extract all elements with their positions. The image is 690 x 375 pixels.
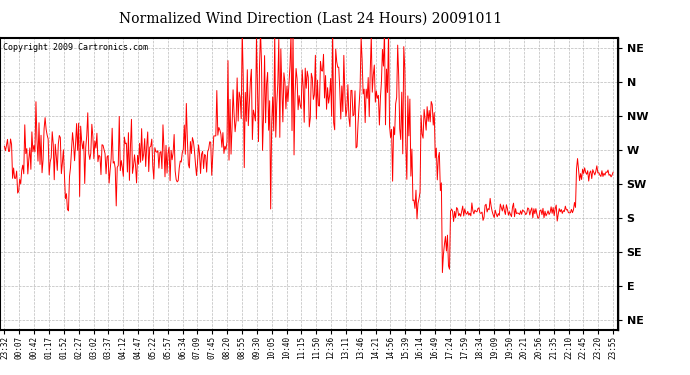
Text: Copyright 2009 Cartronics.com: Copyright 2009 Cartronics.com: [3, 44, 148, 52]
Text: Normalized Wind Direction (Last 24 Hours) 20091011: Normalized Wind Direction (Last 24 Hours…: [119, 11, 502, 25]
